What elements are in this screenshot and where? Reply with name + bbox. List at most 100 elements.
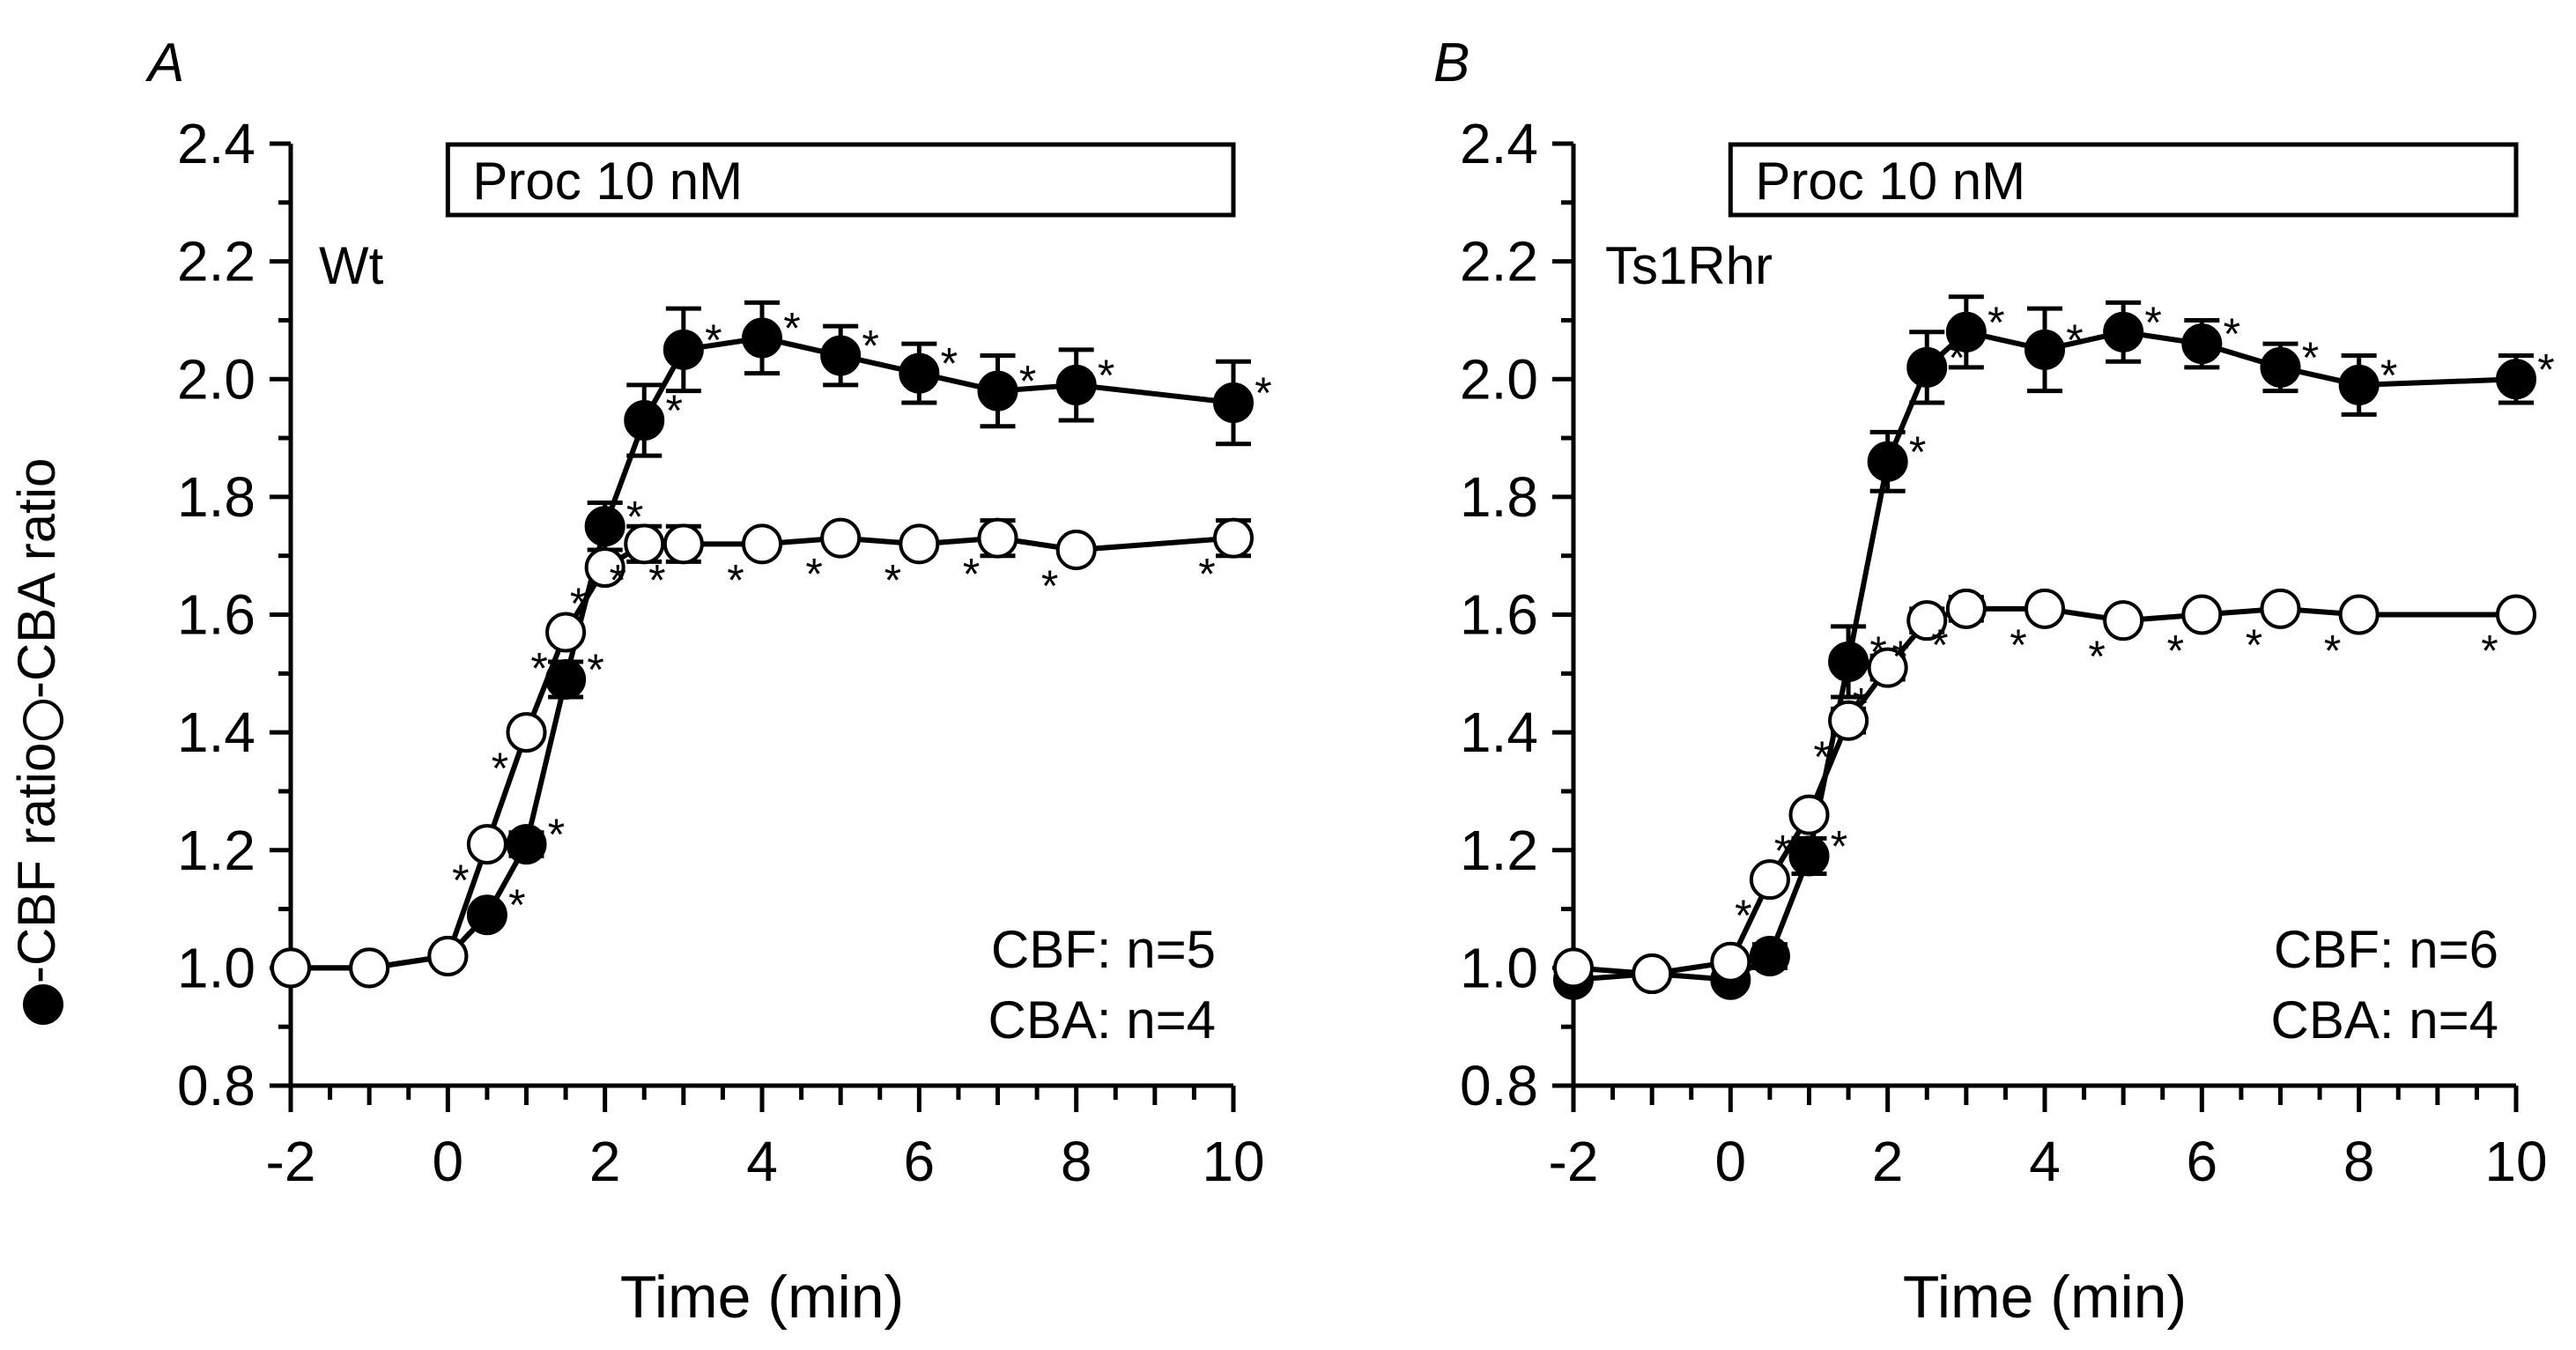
significance-marker: * (648, 555, 665, 605)
cbf-data-point (2025, 329, 2065, 370)
cbf-data-point (1788, 835, 1830, 877)
significance-marker: * (805, 550, 822, 599)
significance-marker: * (610, 555, 626, 605)
y-tick-label: 2.4 (1460, 112, 1538, 175)
x-tick-label: 4 (746, 1130, 778, 1193)
treatment-bar-label: Proc 10 nM (1755, 152, 2025, 211)
cbf-data-point (977, 370, 1018, 412)
y-axis-label-cbf: -CBF ratio (7, 743, 66, 983)
series-line-cba (291, 535, 1234, 971)
cba-data-point (2181, 594, 2223, 635)
significance-marker: * (1988, 298, 2004, 347)
significance-marker: * (1853, 679, 1869, 729)
cba-data-point (545, 612, 587, 653)
x-tick-label: 10 (2484, 1130, 2547, 1193)
significance-marker: * (2380, 351, 2397, 400)
genotype-label: Ts1Rhr (1605, 236, 1773, 295)
series-line-cbf (291, 335, 1234, 971)
y-tick-label: 1.2 (177, 819, 255, 882)
panel-label: B (1433, 33, 1469, 93)
significance-marker: * (2302, 333, 2319, 382)
cba-data-point (1867, 647, 1908, 688)
cba-data-point (1828, 700, 1869, 741)
significance-marker: * (2537, 345, 2554, 394)
x-axis-title: Time (min) (1903, 1264, 2187, 1331)
series-line-cbf (1573, 329, 2517, 983)
cbf-data-point (2181, 323, 2223, 365)
cba-data-point (1788, 794, 1830, 835)
cba-data-point (2025, 588, 2065, 629)
significance-marker: * (2144, 298, 2161, 347)
cbf-data-point (466, 894, 507, 936)
cbf-data-point (1945, 311, 1987, 352)
significance-marker: * (941, 339, 958, 389)
significance-marker: * (1098, 351, 1114, 400)
y-tick-label: 2.4 (177, 112, 255, 175)
cbf-data-point (2496, 359, 2536, 400)
series-line-cba (1573, 605, 2516, 977)
significance-marker: * (727, 555, 744, 605)
significance-marker: * (452, 856, 469, 905)
significance-marker: * (705, 315, 722, 365)
y-tick-label: 1.4 (177, 701, 255, 764)
significance-marker: * (530, 644, 547, 694)
cba-data-point (427, 936, 469, 977)
significance-marker: * (1041, 561, 1058, 611)
panel-b: 0.8 1.0 1.2 1.4 1.6 1.8 2.0 2.2 2.4 -2 0 2 4 6 8 10 Time… (1433, 33, 2555, 1331)
cba-data-point (584, 547, 625, 589)
treatment-bar (445, 142, 1236, 218)
cba-data-point (2496, 594, 2536, 635)
cbf-data-point (584, 506, 625, 547)
significance-marker: * (1735, 891, 1751, 940)
filled-marker-legend-icon (23, 984, 63, 1025)
n-label: CBF: n=5 (991, 920, 1216, 979)
cba-data-point (742, 523, 782, 565)
x-tick-label: 10 (1202, 1130, 1264, 1193)
cbf-data-point (1213, 382, 1254, 423)
x-tick-label: 8 (1061, 1130, 1092, 1193)
cba-data-point (1213, 517, 1254, 559)
cba-data-point (977, 517, 1018, 559)
cbf-data-point (2338, 364, 2380, 405)
y-tick-label: 2.0 (177, 347, 255, 411)
significance-marker: * (1198, 550, 1215, 599)
x-tick-label: 0 (433, 1130, 464, 1193)
cbf-data-point (899, 352, 940, 394)
cba-data-point (1710, 941, 1751, 983)
significance-marker: * (2167, 627, 2184, 676)
cba-data-point (1055, 530, 1097, 571)
significance-marker: * (2010, 620, 2026, 670)
x-axis-title: Time (min) (620, 1264, 904, 1331)
significance-marker: * (587, 645, 603, 694)
x-tick-label: -2 (1549, 1130, 1599, 1193)
significance-marker: * (2324, 627, 2341, 676)
cba-data-point (1749, 859, 1790, 901)
y-axis-label: -CBF ratio -CBA ratio (7, 458, 66, 1025)
y-axis-label-cba: -CBA ratio (7, 458, 66, 699)
significance-marker: * (885, 555, 901, 605)
cba-data-point (820, 517, 862, 559)
cbf-data-point (1906, 346, 1948, 388)
y-tick-label: 2.2 (177, 230, 255, 293)
cbf-data-point (2103, 311, 2144, 352)
significance-marker: * (548, 810, 565, 859)
cba-data-point (899, 523, 940, 565)
y-tick-label: 1.4 (1460, 701, 1538, 764)
cba-data-point (466, 824, 507, 865)
cba-data-point (2338, 594, 2380, 635)
cbf-data-point (1055, 364, 1097, 405)
significance-marker: * (1813, 732, 1830, 782)
cbf-data-point (624, 400, 665, 441)
y-tick-label: 2.2 (1460, 230, 1538, 293)
cbf-data-point (1749, 936, 1790, 977)
significance-marker: * (666, 386, 683, 435)
cbf-data-point (742, 317, 782, 359)
cbf-data-point (2260, 346, 2301, 388)
y-tick-label: 1.6 (177, 583, 255, 647)
y-tick-label: 1.6 (1460, 583, 1538, 647)
cba-data-point (1553, 947, 1594, 989)
panel-a: 0.8 1.0 1.2 1.4 1.6 1.8 2.0 2.2 2.4 -2 0 2 4 6 8 10 Time… (144, 33, 1272, 1331)
significance-marker: * (1892, 632, 1909, 681)
significance-marker: * (862, 322, 878, 371)
